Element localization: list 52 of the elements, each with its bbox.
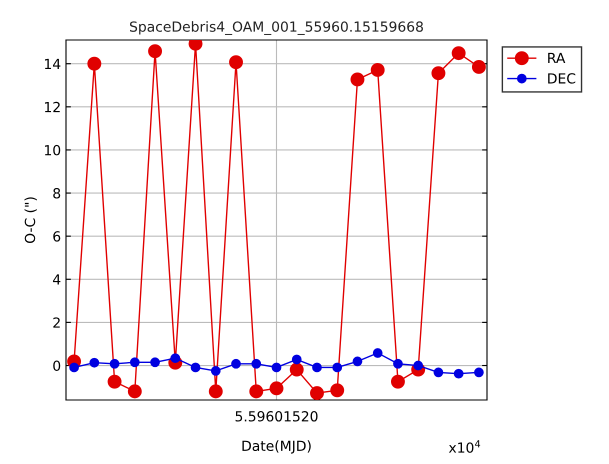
point — [350, 72, 364, 86]
point — [292, 354, 302, 364]
point — [290, 362, 304, 377]
legend-label: DEC — [548, 73, 576, 84]
point — [454, 368, 464, 379]
point — [251, 358, 262, 369]
y-tick-label: 0 — [53, 360, 60, 371]
point — [390, 374, 405, 389]
y-tick-label: 12 — [44, 102, 60, 112]
point — [312, 362, 322, 372]
x-axis-title: Date(MJD) — [242, 440, 311, 454]
point — [431, 66, 446, 80]
point — [434, 368, 444, 378]
point — [190, 362, 200, 372]
y-tick-label: 6 — [53, 231, 60, 242]
point — [150, 357, 160, 368]
point — [270, 381, 284, 396]
point — [128, 384, 142, 398]
point — [231, 358, 241, 369]
y-tick-label: 14 — [44, 58, 60, 69]
text: 5.59601520 — [236, 411, 318, 422]
point — [208, 384, 223, 398]
point — [372, 348, 383, 358]
point — [210, 366, 221, 376]
y-tick-label: 10 — [44, 144, 60, 156]
point — [370, 63, 385, 77]
point — [170, 353, 180, 364]
text: x10$^{4}$ — [448, 440, 480, 453]
y-tick-label: 2 — [53, 317, 60, 328]
point — [148, 44, 162, 58]
y-tick-label: 8 — [53, 188, 60, 199]
point — [332, 362, 342, 372]
point — [330, 383, 344, 398]
point — [89, 358, 100, 368]
point — [272, 362, 282, 372]
point — [310, 386, 324, 400]
point — [69, 362, 79, 372]
y-axis-title: O-C (") — [24, 197, 37, 244]
point — [352, 356, 362, 366]
point — [474, 368, 484, 378]
point — [249, 384, 264, 398]
point — [110, 358, 120, 369]
point — [130, 357, 140, 368]
point — [472, 60, 486, 74]
point — [229, 55, 243, 70]
point — [108, 374, 122, 389]
chart-title: SpaceDebris4_OAM_001_55960.15159668 — [130, 21, 423, 35]
point — [452, 46, 466, 60]
y-tick-label: 4 — [52, 274, 60, 285]
point — [87, 56, 102, 71]
point — [393, 358, 403, 369]
legend-label: RA — [548, 52, 566, 64]
